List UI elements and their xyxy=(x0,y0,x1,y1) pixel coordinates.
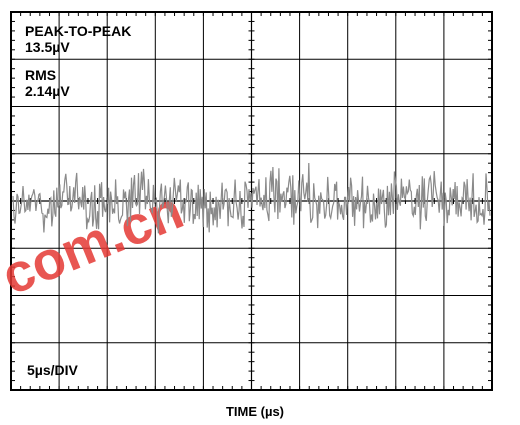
rms-value: 2.14µV xyxy=(25,83,70,99)
noise-trace xyxy=(12,162,491,234)
time-per-division-label: 5µs/DIV xyxy=(27,362,79,378)
peak-to-peak-value: 13.5µV xyxy=(25,39,70,55)
peak-to-peak-label: PEAK-TO-PEAK xyxy=(25,23,131,39)
rms-label: RMS xyxy=(25,67,56,83)
x-axis-title: TIME (µs) xyxy=(226,404,284,419)
